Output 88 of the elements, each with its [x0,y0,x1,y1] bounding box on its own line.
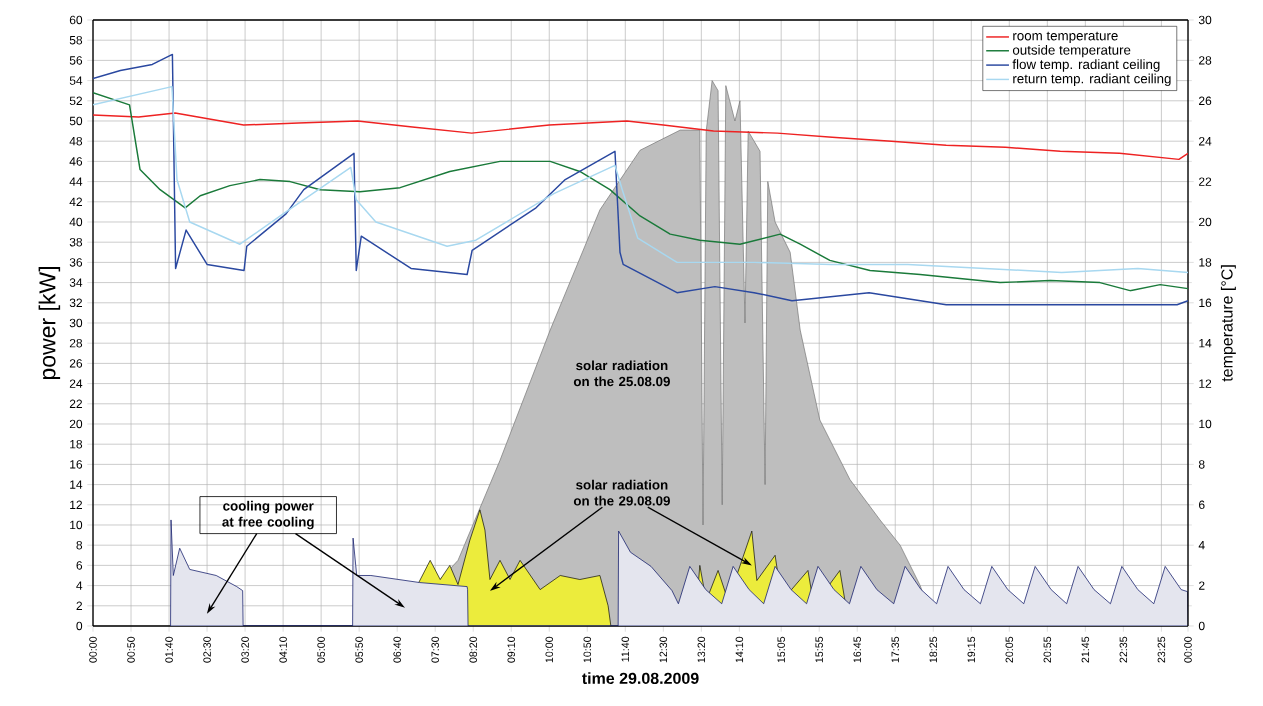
y-tick-label: 46 [69,157,83,166]
y-tick-label: 52 [69,96,82,106]
y-tick-label: 4 [76,581,83,590]
y-tick-label: 36 [69,258,83,267]
y-axis-title: power [kW] [38,267,61,380]
y-tick-label: 56 [69,56,83,65]
y2-tick-label: 16 [1199,298,1212,308]
x-tick-label: 14:10 [735,636,744,663]
annotation: solar radiation on the 25.08.09 [573,360,670,387]
y2-axis-title: temperature [°C] [1220,265,1236,382]
y-tick-label: 38 [69,237,83,247]
x-axis-title: time 29.08.2009 [581,672,699,684]
x-tick-label: 04:10 [279,636,287,663]
x-tick-label: 22:35 [1119,636,1128,663]
x-tick-label: 20:55 [1043,636,1052,663]
legend-label: outside temperature [1012,44,1131,58]
y-tick-label: 40 [69,217,83,227]
y2-tick-label: 0 [1198,621,1205,631]
x-tick-label: 05:50 [355,636,363,663]
y2-tick-label: 4 [1198,541,1205,550]
y2-tick-label: 2 [1199,581,1205,590]
y2-tick-label: 24 [1199,136,1212,146]
y-tick-label: 14 [70,480,83,489]
y-tick-label: 2 [76,601,82,610]
y2-tick-label: 8 [1198,460,1205,469]
x-tick-label: 03:20 [241,636,249,663]
x-tick-label: 21:45 [1081,636,1090,663]
x-tick-label: 10:00 [545,636,554,663]
y-tick-label: 28 [69,338,83,348]
line-series [93,112,1189,161]
y2-tick-label: 20 [1199,217,1212,227]
y-tick-label: 18 [70,439,83,449]
y-tick-label: 54 [69,76,83,85]
x-tick-label: 05:00 [317,636,325,663]
x-tick-label: 15:55 [815,636,823,663]
legend-label: flow temp. radiant ceiling [1012,59,1160,72]
y-tick-label: 42 [69,197,82,206]
x-tick-label: 02:30 [203,636,211,663]
x-tick-label: 01:40 [165,636,173,663]
y-tick-label: 6 [76,561,83,570]
x-tick-label: 16:45 [853,636,861,663]
y-tick-label: 24 [69,379,83,388]
y-tick-label: 0 [76,621,83,631]
x-tick-label: 06:40 [393,636,401,663]
x-tick-label: 12:30 [659,636,668,663]
x-tick-label: 00:50 [127,636,135,663]
y-tick-label: 8 [76,540,83,550]
y2-tick-label: 18 [1199,258,1212,267]
x-tick-label: 09:10 [507,636,516,663]
y-tick-label: 48 [69,136,83,146]
y-tick-label: 16 [70,460,83,469]
legend-label: return temp. radiant ceiling [1013,73,1171,87]
x-tick-label: 08:20 [469,636,477,663]
y-tick-label: 44 [69,177,83,186]
x-tick-label: 13:20 [697,636,706,663]
x-tick-label: 00:00 [89,636,97,663]
y2-tick-label: 30 [1198,15,1212,25]
x-tick-label: 19:15 [967,636,976,663]
y-tick-label: 50 [69,116,83,126]
legend-label: room temperature [1013,31,1118,44]
x-tick-label: 23:25 [1157,636,1166,663]
y-tick-label: 10 [70,520,83,530]
y-tick-label: 22 [69,399,82,408]
y-tick-label: 58 [69,35,83,45]
y-tick-label: 32 [69,298,82,308]
x-tick-label: 15:05 [777,636,785,663]
y-tick-label: 12 [70,500,82,509]
y2-tick-label: 28 [1199,56,1212,65]
x-tick-label: 00:00 [1184,636,1192,663]
x-tick-label: 07:30 [431,636,439,663]
y2-tick-label: 6 [1199,500,1205,510]
y2-tick-label: 14 [1199,339,1212,348]
x-tick-label: 18:25 [929,636,938,663]
y2-tick-label: 22 [1199,177,1212,186]
x-tick-label: 17:35 [891,636,900,663]
y-tick-label: 34 [69,278,83,287]
x-tick-label: 10:50 [583,636,592,663]
x-tick-label: 20:05 [1005,636,1014,663]
annotation: solar radiation on the 29.08.09 [573,479,670,506]
y-tick-label: 20 [69,419,83,429]
y2-tick-label: 10 [1199,419,1212,429]
y-tick-label: 30 [69,318,83,328]
x-tick-label: 11:40 [621,636,630,662]
y-tick-label: 60 [69,15,83,25]
y-tick-label: 26 [69,359,83,368]
annotation: cooling power at free cooling [222,500,314,530]
y2-tick-label: 12 [1199,379,1212,388]
y2-tick-label: 26 [1199,96,1212,106]
